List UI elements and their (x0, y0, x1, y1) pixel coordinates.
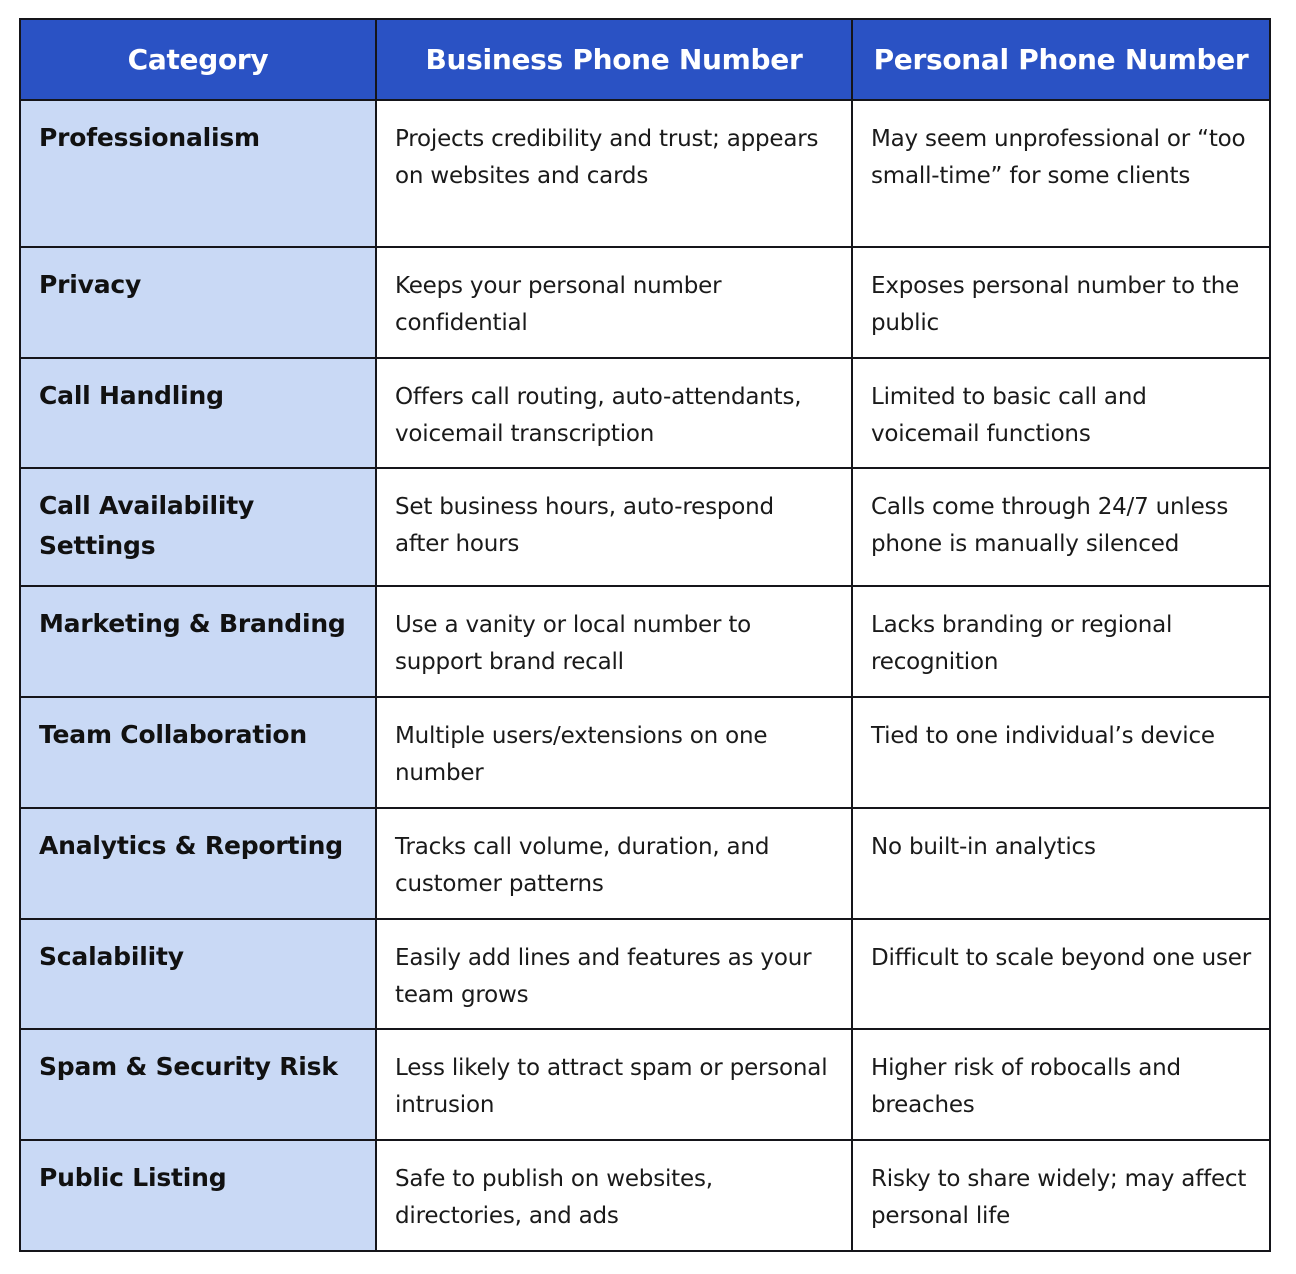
business-cell: Tracks call volume, duration, and custom… (375, 807, 853, 920)
comparison-table: Category Business Phone Number Personal … (19, 18, 1271, 1252)
personal-cell: Limited to basic call and voicemail func… (851, 357, 1271, 469)
personal-cell: Difficult to scale beyond one user (851, 918, 1271, 1030)
header-category: Category (19, 18, 377, 101)
category-cell: Analytics & Reporting (19, 807, 377, 920)
category-cell: Call Availability Settings (19, 467, 377, 587)
business-cell: Projects credibility and trust; appears … (375, 99, 853, 248)
personal-cell: Lacks branding or regional recognition (851, 585, 1271, 698)
table-row: Public Listing Safe to publish on website… (19, 1139, 1271, 1252)
personal-cell: No built-in analytics (851, 807, 1271, 920)
personal-cell: Risky to share widely; may affect person… (851, 1139, 1271, 1252)
business-cell: Keeps your personal number confidential (375, 246, 853, 359)
category-cell: Marketing & Branding (19, 585, 377, 698)
table-row: Call Availability Settings Set business h… (19, 467, 1271, 587)
business-cell: Set business hours, auto-respond after h… (375, 467, 853, 587)
table-row: Analytics & Reporting Tracks call volume,… (19, 807, 1271, 920)
table-row: Professionalism Projects credibility and … (19, 99, 1271, 248)
header-business: Business Phone Number (375, 18, 853, 101)
category-cell: Spam & Security Risk (19, 1028, 377, 1141)
business-cell: Offers call routing, auto-attendants, vo… (375, 357, 853, 469)
table-row: Marketing & Branding Use a vanity or loca… (19, 585, 1271, 698)
business-cell: Use a vanity or local number to support … (375, 585, 853, 698)
table-row: Team Collaboration Multiple users/extensi… (19, 696, 1271, 809)
category-cell: Scalability (19, 918, 377, 1030)
category-cell: Call Handling (19, 357, 377, 469)
personal-cell: Higher risk of robocalls and breaches (851, 1028, 1271, 1141)
personal-cell: May seem unprofessional or “too small-ti… (851, 99, 1271, 248)
header-personal: Personal Phone Number (851, 18, 1271, 101)
business-cell: Less likely to attract spam or personal … (375, 1028, 853, 1141)
personal-cell: Exposes personal number to the public (851, 246, 1271, 359)
category-cell: Privacy (19, 246, 377, 359)
personal-cell: Tied to one individual’s device (851, 696, 1271, 809)
category-cell: Team Collaboration (19, 696, 377, 809)
table-row: Spam & Security Risk Less likely to attra… (19, 1028, 1271, 1141)
business-cell: Multiple users/extensions on one number (375, 696, 853, 809)
table-row: Privacy Keeps your personal number confid… (19, 246, 1271, 359)
personal-cell: Calls come through 24/7 unless phone is … (851, 467, 1271, 587)
business-cell: Easily add lines and features as your te… (375, 918, 853, 1030)
table-row: Scalability Easily add lines and features… (19, 918, 1271, 1030)
business-cell: Safe to publish on websites, directories… (375, 1139, 853, 1252)
category-cell: Public Listing (19, 1139, 377, 1252)
category-cell: Professionalism (19, 99, 377, 248)
header-row: Category Business Phone Number Personal … (19, 18, 1271, 101)
table-row: Call Handling Offers call routing, auto-a… (19, 357, 1271, 469)
